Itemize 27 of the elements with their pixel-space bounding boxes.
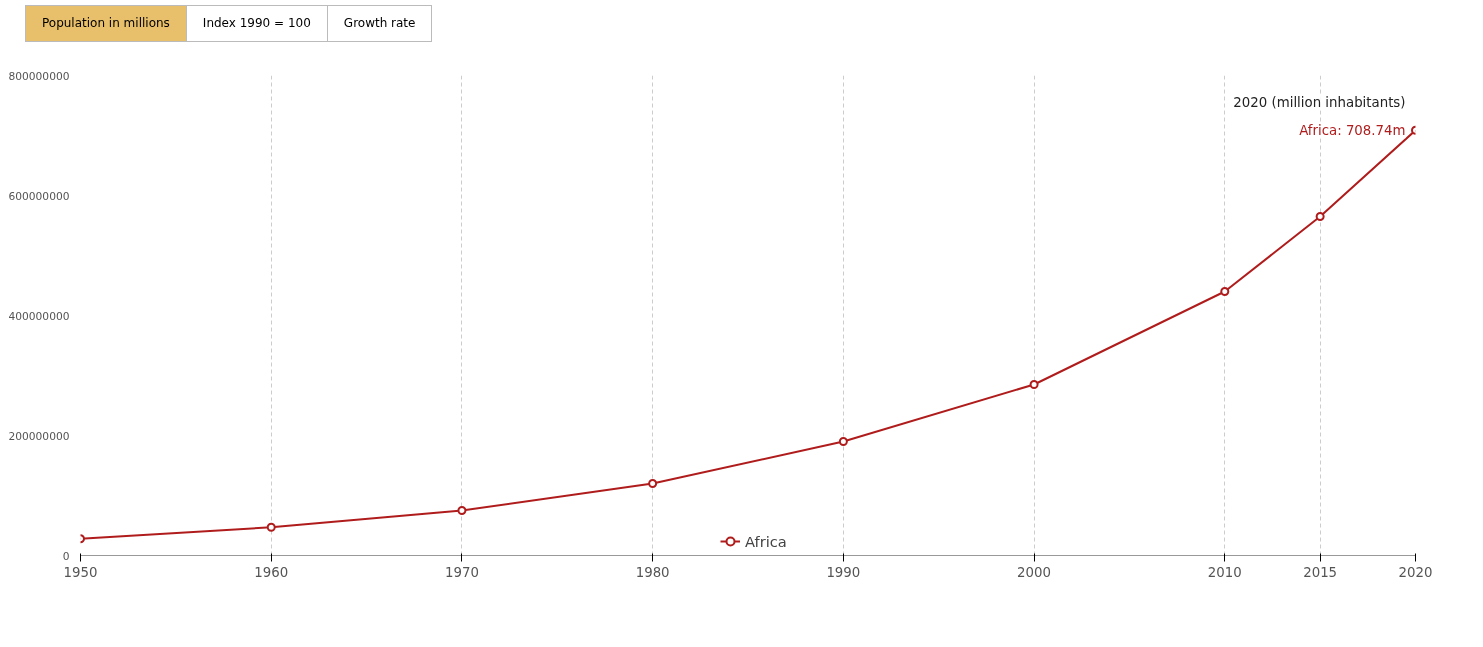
y-tick-label: 400000000 — [8, 309, 70, 323]
annotation: Africa: 708.74m — [1299, 123, 1406, 139]
point — [266, 522, 276, 532]
x-tick-label: 1980 — [635, 564, 670, 580]
text: Population in millions — [25, 5, 187, 43]
point — [1029, 380, 1039, 389]
x-tick-label: 2020 — [1398, 564, 1433, 580]
y-tick-label: 200000000 — [8, 429, 70, 443]
point — [838, 437, 848, 446]
annotation: 2020 (million inhabitants) — [1233, 95, 1406, 111]
x-tick-label: 2000 — [1017, 564, 1052, 580]
x-tick-label: 1970 — [444, 564, 479, 580]
y-tick-label: 800000000 — [8, 69, 70, 83]
point — [457, 506, 467, 515]
text: Index 1990 = 100 — [185, 5, 328, 43]
x-tick-label: 1960 — [254, 564, 289, 580]
x-tick-label: 2015 — [1303, 564, 1338, 580]
point — [648, 479, 658, 488]
x-tick-label: 2010 — [1207, 564, 1242, 580]
y-tick-label: 0 — [62, 549, 70, 563]
point — [1315, 212, 1325, 221]
legend-label: Africa — [745, 532, 787, 550]
x-tick-label: 1950 — [63, 564, 98, 580]
point — [1220, 287, 1230, 296]
text: Growth rate — [326, 5, 433, 43]
y-tick-label: 600000000 — [8, 189, 70, 203]
x-tick-label: 1990 — [826, 564, 861, 580]
